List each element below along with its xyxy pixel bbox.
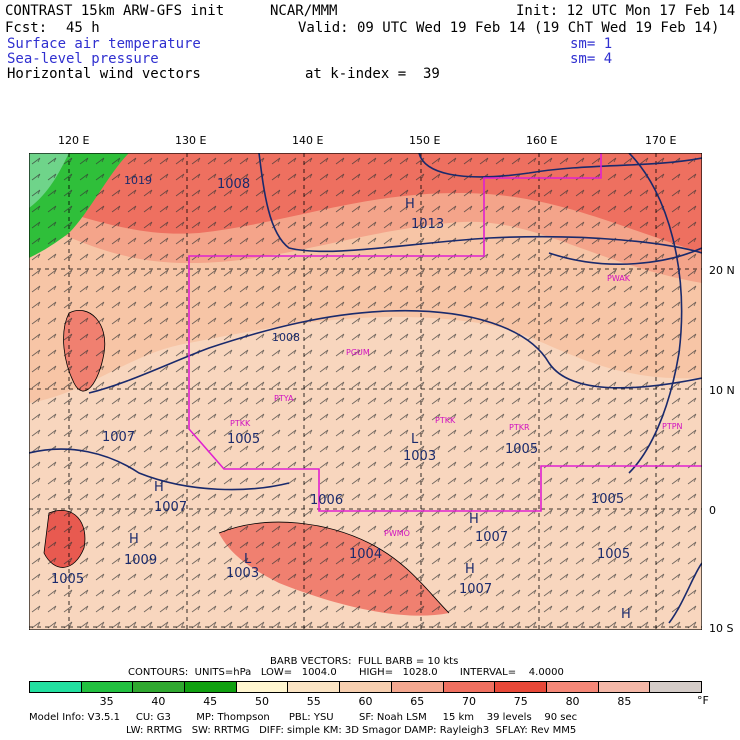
pressure-label: 1003	[226, 566, 259, 581]
coastlines	[43, 310, 450, 614]
fcst-label: Fcst:	[5, 20, 48, 36]
contours-info: CONTOURS: UNITS=hPa LOW= 1004.0 HIGH= 10…	[128, 667, 564, 678]
high-marker: H	[465, 562, 475, 577]
lon-label: 130 E	[175, 134, 207, 147]
isobars	[29, 153, 702, 624]
lon-label: 120 E	[58, 134, 90, 147]
pressure-label: 1005	[597, 547, 630, 562]
pressure-label: 1003	[403, 449, 436, 464]
pressure-label: 1006	[310, 493, 343, 508]
pressure-label: 1009	[124, 553, 157, 568]
pressure-label: 1004	[349, 547, 382, 562]
station-label: PTPN	[662, 422, 683, 431]
colorbar-label: 35	[99, 695, 114, 708]
colorbar-swatch	[340, 682, 392, 692]
lat-label: 10 S	[709, 622, 734, 635]
station-label: PTKK	[230, 419, 251, 428]
colorbar-swatch	[443, 682, 496, 692]
barb-info: BARB VECTORS: FULL BARB = 10 kts	[270, 656, 459, 667]
station-label: PTKK	[435, 416, 456, 425]
colorbar-swatch	[288, 682, 341, 692]
station-label: PWMO	[384, 529, 410, 538]
lon-label: 140 E	[292, 134, 324, 147]
colorbar-swatch	[546, 682, 599, 692]
fcst-value: 45 h	[66, 20, 100, 36]
wind-barbs	[29, 153, 702, 630]
model-info-line2: LW: RRTMG SW: RRTMG DIFF: simple KM: 3D …	[126, 725, 577, 736]
model-title: CONTRAST 15km ARW-GFS init	[5, 3, 225, 19]
valid-time: Valid: 09 UTC Wed 19 Feb 14 (19 ChT Wed …	[298, 20, 720, 36]
colorbar-label: 75	[513, 695, 528, 708]
pressure-label: 1008	[217, 177, 250, 192]
colorbar-label: 80	[565, 695, 580, 708]
init-time: Init: 12 UTC Mon 17 Feb 14	[516, 3, 736, 19]
colorbar-label: 45	[203, 695, 218, 708]
pressure-label: 1005	[227, 432, 260, 447]
high-marker: H	[621, 607, 631, 622]
pressure-label: 1007	[475, 530, 508, 545]
station-label: PTYA	[274, 394, 294, 403]
pressure-label: 1005	[51, 572, 84, 587]
station-label: PGUM	[346, 348, 370, 357]
lat-label: 20 N	[709, 264, 735, 277]
pressure-label: 1007	[154, 500, 187, 515]
pressure-label: 1008	[272, 331, 300, 344]
temperature-colorbar	[29, 681, 702, 693]
colorbar-swatch	[81, 682, 134, 692]
lon-label: 170 E	[645, 134, 677, 147]
lon-label: 150 E	[409, 134, 441, 147]
colorbar-swatch	[495, 682, 547, 692]
field-label-wind: Horizontal wind vectors	[7, 66, 201, 82]
colorbar-unit: °F	[697, 694, 709, 707]
low-marker: L	[244, 552, 252, 567]
colorbar-swatch	[391, 682, 444, 692]
station-label: PTKR	[509, 423, 530, 432]
level-label: at k-index = 39	[305, 66, 440, 82]
low-marker: L	[411, 432, 419, 447]
pressure-label: 1007	[459, 582, 492, 597]
pressure-label: 1019	[124, 174, 152, 187]
pressure-label: 1005	[591, 492, 624, 507]
colorbar-label: 65	[410, 695, 425, 708]
pressure-label: 1007	[102, 430, 135, 445]
smoothing-1: sm= 1	[570, 36, 613, 52]
lat-label: 10 N	[709, 384, 735, 397]
smoothing-2: sm= 4	[570, 51, 613, 67]
colorbar-label: 85	[617, 695, 632, 708]
station-label: PWAK	[607, 274, 631, 283]
region-boundary	[188, 153, 702, 512]
org-label: NCAR/MMM	[270, 3, 338, 19]
colorbar-label: 40	[151, 695, 166, 708]
high-marker: H	[405, 197, 415, 212]
high-marker: H	[469, 512, 479, 527]
colorbar-swatch	[236, 682, 289, 692]
colorbar-label: 60	[358, 695, 373, 708]
pressure-label: 1005	[505, 442, 538, 457]
weather-map: 1019 1008 1013 1008 1007 1005 1003 1005 …	[29, 153, 702, 630]
lat-lon-grid	[29, 153, 702, 630]
field-label-pressure: Sea-level pressure	[7, 51, 159, 67]
pressure-label: 1013	[411, 217, 444, 232]
field-label-temperature: Surface air temperature	[7, 36, 201, 52]
colorbar-label: 70	[462, 695, 477, 708]
model-info-line1: Model Info: V3.5.1 CU: G3 MP: Thompson P…	[29, 712, 578, 723]
colorbar-swatch	[650, 682, 701, 692]
lon-label: 160 E	[526, 134, 558, 147]
colorbar-swatch	[133, 682, 186, 692]
colorbar-label: 50	[254, 695, 269, 708]
colorbar-swatch	[598, 682, 651, 692]
colorbar-swatch	[185, 682, 237, 692]
colorbar-label: 55	[306, 695, 321, 708]
lat-label: 0	[709, 504, 716, 517]
high-marker: H	[129, 532, 139, 547]
colorbar-labels: 35 40 45 50 55 60 65 70 75 80 85	[29, 695, 702, 708]
colorbar-swatch	[30, 682, 82, 692]
high-marker: H	[154, 480, 164, 495]
